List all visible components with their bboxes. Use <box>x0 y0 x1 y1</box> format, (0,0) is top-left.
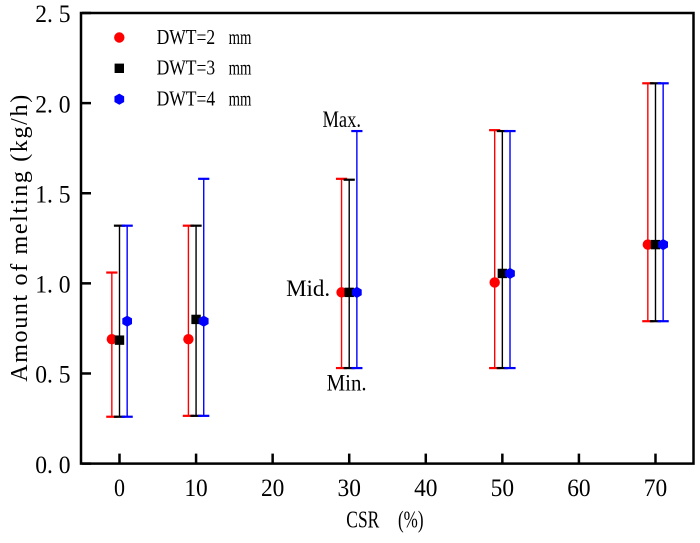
svg-text:30: 30 <box>338 475 361 502</box>
svg-text:20: 20 <box>261 475 284 502</box>
svg-text:mm: mm <box>229 25 252 49</box>
svg-text:1. 5: 1. 5 <box>35 181 70 208</box>
svg-text:0: 0 <box>114 475 125 502</box>
svg-text:CSR: CSR <box>346 508 379 534</box>
svg-text:DWT=3: DWT=3 <box>157 56 216 80</box>
svg-text:mm: mm <box>229 56 252 80</box>
svg-text:0. 0: 0. 0 <box>35 452 70 479</box>
svg-text:(%): (%) <box>398 508 424 534</box>
svg-text:70: 70 <box>644 475 667 502</box>
svg-text:60: 60 <box>567 475 590 502</box>
svg-text:DWT=4: DWT=4 <box>157 87 216 111</box>
svg-text:Min.: Min. <box>327 371 367 396</box>
svg-text:DWT=2: DWT=2 <box>157 25 216 49</box>
svg-text:40: 40 <box>414 475 437 502</box>
svg-text:0. 5: 0. 5 <box>35 362 70 389</box>
svg-text:50: 50 <box>491 475 514 502</box>
svg-text:1. 0: 1. 0 <box>35 272 70 299</box>
svg-text:2. 5: 2. 5 <box>35 1 70 28</box>
svg-text:Mid.: Mid. <box>286 276 330 301</box>
svg-text:10: 10 <box>184 475 207 502</box>
svg-text:mm: mm <box>229 87 252 111</box>
svg-text:Max.: Max. <box>323 107 362 132</box>
svg-text:2. 0: 2. 0 <box>35 91 70 118</box>
svg-text:Amount of melting (kg/h): Amount of melting (kg/h) <box>7 95 33 382</box>
